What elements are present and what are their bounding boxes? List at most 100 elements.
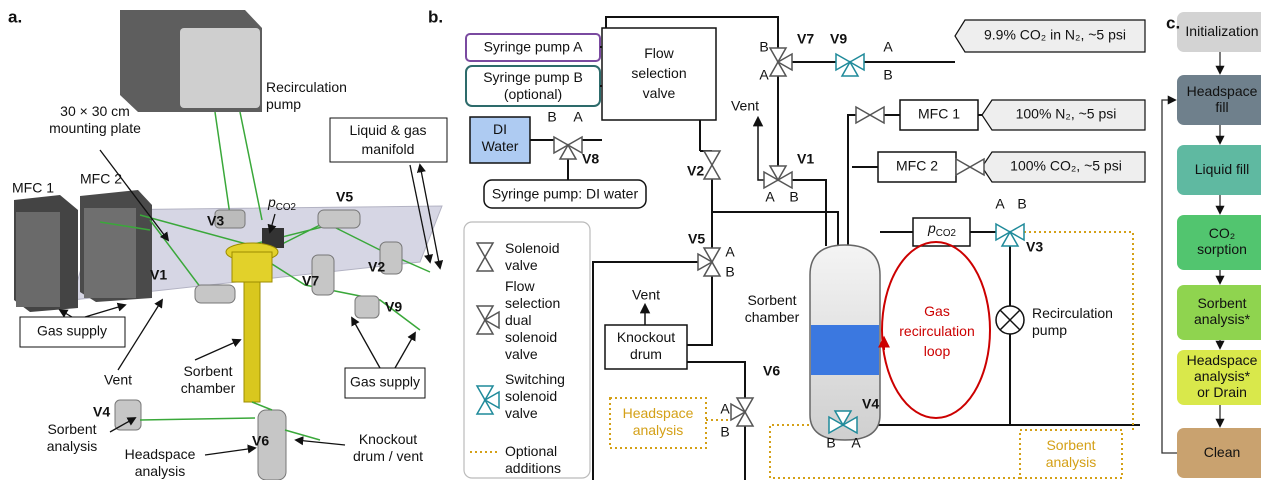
label: Recirculation pump: [266, 79, 347, 112]
valve-triangle: [553, 135, 570, 155]
panel-a-drawing-shape: [262, 228, 284, 248]
label-line: Knockout: [359, 431, 417, 447]
label-line: Headspace: [623, 405, 694, 421]
port-label: A: [995, 196, 1005, 212]
label-line: solenoid: [505, 329, 557, 345]
valve-label: V7: [302, 273, 319, 289]
label: DI Water: [482, 121, 519, 154]
panel-c-flowchart: [1161, 12, 1261, 478]
panel-a-drawing-shape-shape: [351, 316, 381, 369]
label-line: Sorbent: [747, 292, 796, 308]
valve-label: V9: [830, 31, 847, 47]
panel-a-drawing-shape: [243, 281, 261, 403]
valve-triangle: [566, 135, 583, 155]
port-label: A: [725, 244, 735, 260]
valve-triangle: [955, 157, 972, 177]
step-label: Clean: [1204, 444, 1241, 460]
panel-a-drawing-shape: [58, 149, 444, 456]
panel-b-schematic-shape: [601, 27, 717, 121]
label: 30 × 30 cm mounting plate: [49, 103, 141, 136]
panel-b-schematic-shape-shape: [847, 114, 856, 246]
label-line: selection: [631, 65, 686, 81]
valve-triangle: [735, 397, 755, 414]
panel-a-drawing-shape: [311, 254, 335, 296]
label-line: Switching: [505, 371, 565, 387]
label-line: analysis: [135, 463, 186, 479]
step-label: Sorbent analysis*: [1194, 295, 1251, 327]
step-label-line: CO₂: [1209, 225, 1235, 241]
panel-c-flowchart-shape-shape: [1161, 95, 1177, 454]
label-line: Syringe pump B: [483, 69, 583, 85]
panel-b-schematic-shape-shape: [1024, 231, 1134, 430]
valve-triangle: [475, 398, 495, 415]
valve-label: V3: [207, 213, 224, 229]
panel-a-drawing: [14, 10, 448, 480]
panel-b-schematic-shape: [899, 99, 979, 131]
valve-label: V6: [763, 363, 780, 379]
port-label: B: [725, 264, 734, 280]
valve-label: V1: [150, 267, 167, 283]
subscript: CO2: [276, 202, 296, 213]
panel-b-schematic-shape: [604, 324, 688, 370]
port-label: A: [720, 401, 730, 417]
valve-triangle: [768, 47, 788, 64]
label-line: recirculation: [899, 323, 974, 339]
step-label-line: Headspace: [1187, 83, 1258, 99]
label-line: analysis: [633, 422, 684, 438]
valve-triangle: [483, 310, 500, 330]
label: Sorbent analysis: [47, 421, 98, 454]
valve-triangle: [868, 105, 885, 125]
valve-label: V3: [1026, 239, 1043, 255]
label-line: Sorbent: [47, 421, 96, 437]
port-label: A: [759, 67, 769, 83]
valve-triangle: [995, 222, 1012, 242]
valve-triangle: [730, 402, 747, 422]
valve-triangle: [768, 165, 788, 182]
label-line: mounting plate: [49, 120, 141, 136]
valve-label: V1: [797, 151, 814, 167]
label: Knockout drum / vent: [353, 431, 423, 464]
valve-label: V7: [797, 31, 814, 47]
label-line: Recirculation: [1032, 305, 1113, 321]
label-line: pump: [266, 96, 301, 112]
label: Switching solenoid valve: [505, 371, 565, 421]
label-line: Headspace: [125, 446, 196, 462]
label: Sorbent chamber: [181, 363, 236, 396]
valve-label: V5: [688, 231, 705, 247]
panel-b-schematic-shape: [954, 19, 1146, 53]
valve-triangle: [776, 52, 793, 72]
panel-a-drawing-shape: [19, 316, 126, 348]
panel-c-flowchart-shape: [1177, 428, 1261, 478]
panel-a-drawing-shape: [16, 212, 60, 307]
panel-b-schematic-shape: [469, 116, 531, 164]
label: MFC 2: [80, 171, 122, 187]
panel-b-schematic-shape: [811, 325, 879, 375]
label: 100% CO₂, ~5 psi: [1010, 158, 1122, 174]
label-line: valve: [505, 257, 538, 273]
label-line: DI: [493, 121, 507, 137]
panel-a-drawing-shape: [84, 208, 136, 298]
panel-b-schematic-shape-shape: [712, 211, 839, 246]
step-label-line: Headspace: [1187, 352, 1258, 368]
panel-a-drawing-shape: [344, 367, 426, 399]
panel-c-flowchart-shape: [1177, 285, 1261, 340]
valve-label: V4: [862, 396, 879, 412]
panel-b-schematic-shape: [981, 99, 1146, 131]
label-line: chamber: [181, 380, 236, 396]
valve-triangle: [735, 410, 755, 427]
panel-a-drawing-shape-shape: [109, 417, 137, 433]
panel-c-flowchart-shape: [1177, 12, 1261, 52]
valve-triangle: [475, 242, 495, 259]
panel-b-schematic-shape-shape: [792, 179, 827, 246]
label-line: drum / vent: [353, 448, 423, 464]
label-line: Flow: [505, 278, 535, 294]
valve-triangle: [768, 60, 788, 77]
label-line: loop: [924, 343, 951, 359]
panel-b-schematic-shape: [881, 241, 991, 419]
valve-triangle: [835, 52, 852, 72]
panel-b-schematic-shape-shape: [687, 276, 713, 346]
step-label-line: analysis*: [1194, 311, 1251, 327]
panel-a-drawing-shape: [379, 241, 403, 275]
valve-label: V9: [385, 299, 402, 315]
valve-label: V4: [93, 404, 110, 420]
